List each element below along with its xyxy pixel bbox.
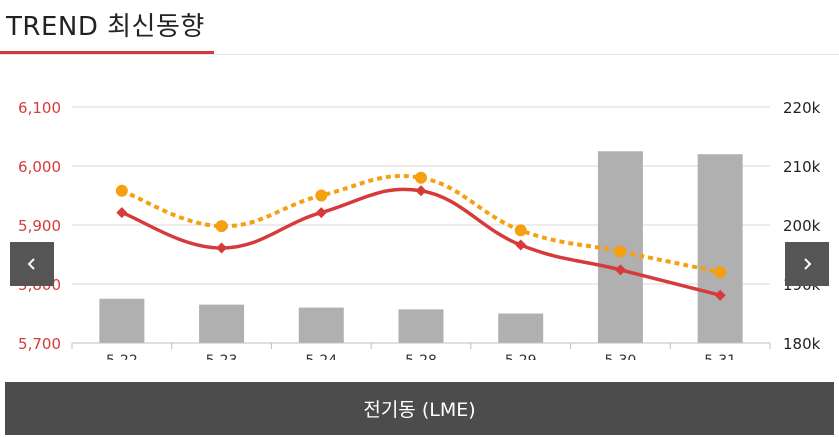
dotted-series-point: [415, 171, 427, 184]
x-axis-tick-label: 5-24: [305, 353, 337, 360]
commodity-label: 전기동 (LME): [363, 399, 476, 421]
next-button[interactable]: [785, 242, 829, 286]
dotted-series-point: [714, 266, 727, 279]
x-axis-tick-label: 5-28: [405, 353, 437, 360]
x-axis-tick-label: 5-31: [704, 353, 736, 360]
x-axis-tick-label: 5-23: [206, 353, 238, 360]
page-title: TREND 최신동향: [6, 12, 205, 42]
solid-series-point: [216, 242, 228, 254]
left-axis-tick-label: 5,900: [18, 217, 61, 235]
bar: [298, 307, 344, 343]
dotted-series-point: [614, 245, 627, 258]
left-axis-tick-label: 5,700: [18, 335, 61, 353]
solid-series-point: [614, 264, 626, 276]
right-axis-tick-label: 210k: [783, 158, 821, 176]
x-axis-tick-label: 5-30: [605, 353, 637, 360]
x-axis-tick-label: 5-29: [505, 353, 537, 360]
divider: [0, 54, 839, 55]
chevron-right-icon: [804, 258, 812, 270]
bar: [697, 154, 743, 343]
solid-series-point: [714, 289, 726, 301]
prev-button[interactable]: [10, 242, 54, 286]
bar: [199, 304, 245, 343]
right-axis-tick-label: 200k: [783, 217, 821, 235]
bar: [498, 313, 544, 343]
chevron-left-icon: [27, 258, 35, 270]
trend-chart: 6,1006,0005,9005,8005,700220k210k200k190…: [18, 99, 821, 360]
right-axis-tick-label: 180k: [783, 335, 821, 353]
title-underline: [0, 51, 214, 54]
dotted-series-point: [115, 184, 128, 197]
bar: [398, 309, 444, 343]
x-axis-tick-label: 5-22: [106, 353, 138, 360]
solid-series-point: [515, 239, 527, 251]
left-axis-tick-label: 6,100: [18, 99, 61, 117]
commodity-label-bar[interactable]: 전기동 (LME): [5, 382, 834, 435]
bar: [99, 298, 145, 343]
solid-series-point: [315, 207, 327, 219]
dotted-series-point: [514, 224, 527, 237]
dotted-series-point: [315, 189, 328, 202]
left-axis-tick-label: 6,000: [18, 158, 61, 176]
dotted-series-point: [215, 220, 228, 233]
right-axis-tick-label: 220k: [783, 99, 821, 117]
solid-series-point: [415, 185, 427, 197]
solid-series-point: [116, 207, 128, 219]
